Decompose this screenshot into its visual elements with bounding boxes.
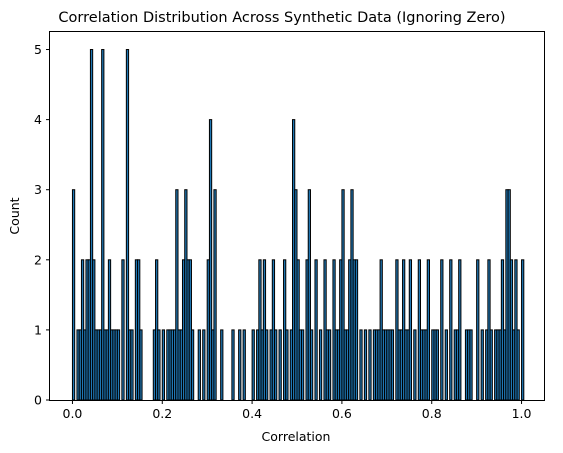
histogram-bar — [480, 329, 484, 401]
histogram-bar — [318, 329, 323, 401]
y-axis-label: Count — [7, 197, 22, 234]
histogram-bar — [71, 189, 76, 401]
x-tick-label: 0.6 — [332, 406, 352, 421]
histogram-bar — [300, 329, 305, 401]
histogram-bar — [489, 329, 493, 401]
histogram-bar — [157, 329, 161, 401]
histogram-bar — [426, 259, 430, 401]
chart-title: Correlation Distribution Across Syntheti… — [58, 10, 505, 26]
y-tick-label: 5 — [34, 42, 42, 57]
bars-layer — [71, 49, 525, 401]
histogram-bar — [197, 329, 201, 401]
ticks-layer: 0.0 0.2 0.4 0.6 0.8 1.0 0 1 2 3 4 5 — [34, 42, 531, 421]
histogram-bar — [285, 329, 289, 401]
histogram-bar — [190, 329, 195, 401]
x-tick-label: 0.4 — [242, 406, 262, 421]
histogram-bar — [449, 259, 453, 401]
y-tick-label: 3 — [34, 182, 42, 197]
histogram-bar — [368, 329, 372, 401]
histogram-bar — [202, 329, 206, 401]
histogram-bar — [354, 259, 359, 401]
histogram-bar — [327, 329, 332, 401]
histogram-bar — [242, 329, 246, 401]
y-tick-label: 1 — [34, 322, 42, 337]
histogram-bar — [130, 329, 134, 401]
histogram-bar — [476, 259, 480, 401]
x-axis-label: Correlation — [262, 429, 331, 444]
histogram-bar — [440, 259, 444, 401]
x-tick-label: 0.2 — [152, 406, 172, 421]
histogram-bar — [238, 329, 242, 401]
histogram-bar — [121, 259, 125, 401]
plot-frame — [49, 31, 545, 401]
histogram-bar — [213, 189, 217, 401]
histogram-bar — [231, 329, 235, 401]
histogram-bar — [314, 259, 318, 401]
histogram-bar — [278, 329, 282, 401]
histogram-bar — [516, 329, 520, 401]
histogram-bar — [116, 329, 121, 401]
histogram-bar — [458, 259, 462, 401]
histogram-bar — [413, 329, 417, 401]
x-tick-label: 0.8 — [422, 406, 442, 421]
histogram-bar — [139, 329, 143, 401]
histogram-bar — [390, 329, 395, 401]
histogram-bar — [359, 329, 363, 401]
y-tick-label: 2 — [34, 252, 42, 267]
y-tick-label: 4 — [34, 112, 42, 127]
histogram-bar — [274, 329, 278, 401]
histogram-bar — [251, 329, 255, 401]
histogram-bar — [408, 259, 413, 401]
histogram-bar — [444, 329, 448, 401]
histogram-bar — [435, 329, 439, 401]
histogram-bar — [363, 329, 368, 401]
histogram-bar — [265, 329, 269, 401]
y-tick-label: 0 — [34, 393, 42, 408]
x-tick-label: 0.0 — [63, 406, 83, 421]
histogram-bar — [309, 329, 314, 401]
x-tick-label: 1.0 — [512, 406, 532, 421]
histogram-bar — [469, 329, 473, 401]
histogram-bar — [521, 259, 525, 401]
histogram-bar — [161, 329, 166, 401]
histogram-bar — [220, 329, 224, 401]
